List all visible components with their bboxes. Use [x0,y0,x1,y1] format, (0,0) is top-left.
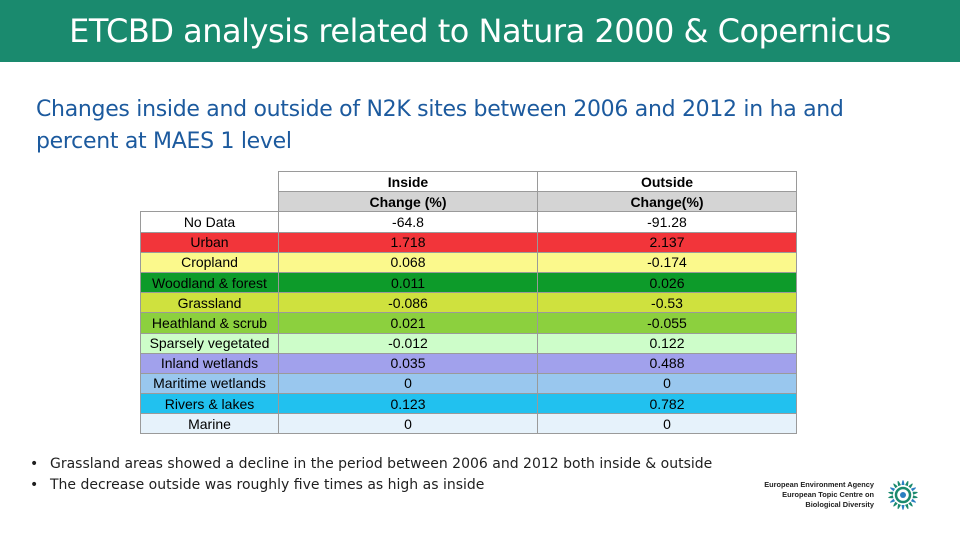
table-row: Woodland & forest 0.011 0.026 [140,271,797,294]
table-row: Cropland 0.068 -0.174 [140,251,797,273]
outside-change-cell: 0 [537,413,797,435]
logo-ray [890,498,896,503]
row-label: No Data [140,211,279,233]
logo-ray [910,487,916,492]
inside-change-cell: 0.068 [278,251,538,273]
logo-ray [912,495,918,499]
bullet-dot: • [30,456,39,472]
corner-cell [141,172,279,192]
outside-change-cell: 0.122 [537,332,797,354]
outside-change-cell: 0 [537,372,797,395]
etc-logo: European Environment Agency European Top… [762,470,932,520]
outside-change-cell: 0.488 [537,352,797,374]
row-label: Sparsely vegetated [140,332,279,354]
logo-ray [912,491,918,495]
logo-ray [908,501,913,507]
inside-change-cell: -0.086 [278,292,538,314]
table-row: Urban 1.718 2.137 [140,231,797,253]
inside-change-cell: 1.718 [278,231,538,253]
inside-change-cell: 0.035 [278,352,538,374]
table-body: No Data -64.8 -91.28 Urban 1.718 2.137 Croplan… [140,211,797,435]
group-header-row: Inside Outside [141,170,797,193]
logo-ray [893,501,898,507]
slide-subtitle: Changes inside and outside of N2K sites … [36,97,844,154]
outside-change-cell: 0.026 [537,271,797,294]
outside-change-cell: -0.055 [537,312,797,334]
logo-line: Biological Diversity [805,500,874,509]
row-label: Cropland [140,251,279,273]
sub-header-row: Change (%) Change(%) [141,191,797,213]
inside-change-cell: 0 [278,413,538,435]
table-row: Heathland & scrub 0.021 -0.055 [140,312,797,334]
bullet-text: Grassland areas showed a decline in the … [50,456,713,472]
table-row: Rivers & lakes 0.123 0.782 [140,393,797,415]
outside-change-cell: -0.53 [537,292,797,314]
logo-line: European Topic Centre on [782,490,874,499]
etc-biodiversity-logo-icon [888,480,918,510]
table-row: Inland wetlands 0.035 0.488 [140,352,797,374]
table-row: Grassland -0.086 -0.53 [140,292,797,314]
bullet-list: • Grassland areas showed a decline in th… [30,454,770,496]
row-label: Heathland & scrub [140,312,279,334]
logo-ray [905,480,909,487]
header-inside: Inside [278,170,538,193]
outside-change-cell: -91.28 [537,211,797,233]
logo-ray [893,483,898,489]
subheader-inside: Change (%) [278,191,538,213]
row-label: Rivers & lakes [140,393,279,415]
row-label: Maritime wetlands [140,372,279,395]
inside-change-cell: 0.011 [278,271,538,294]
bullet-text: The decrease outside was roughly five ti… [50,477,485,493]
logo-ray [901,505,905,510]
changes-table: Inside Outside Change (%) Change(%) No D… [140,170,797,435]
inside-change-cell: 0.021 [278,312,538,334]
row-label: Woodland & forest [140,271,279,294]
logo-ray [890,487,896,492]
logo-ray [897,480,901,487]
bullet-item: • The decrease outside was roughly five … [30,475,770,496]
corner-cell [141,192,279,212]
inside-change-cell: 0 [278,372,538,395]
outside-change-cell: 2.137 [537,231,797,253]
row-label: Marine [140,413,279,435]
outside-change-cell: 0.782 [537,393,797,415]
table-row: Sparsely vegetated -0.012 0.122 [140,332,797,354]
logo-ray [897,503,901,510]
logo-ray [910,498,916,503]
bullet-dot: • [30,477,39,493]
inside-change-cell: 0.123 [278,393,538,415]
subheader-outside: Change(%) [537,191,797,213]
header-bar: ETCBD analysis related to Natura 2000 & … [0,0,960,62]
logo-line: European Environment Agency [764,480,874,489]
table-row: Maritime wetlands 0 0 [140,372,797,395]
logo-text: European Environment Agency European Top… [762,480,874,510]
bullet-item: • Grassland areas showed a decline in th… [30,454,770,475]
logo-ray [905,503,909,510]
logo-ray [888,491,894,495]
header-outside: Outside [537,170,797,193]
inside-change-cell: -64.8 [278,211,538,233]
logo-ray [908,483,913,489]
table-row: Marine 0 0 [140,413,797,435]
logo-ray [901,480,905,485]
slide-title: ETCBD analysis related to Natura 2000 & … [69,12,891,50]
row-label: Inland wetlands [140,352,279,374]
logo-ray [888,495,894,499]
outside-change-cell: -0.174 [537,251,797,273]
row-label: Urban [140,231,279,253]
row-label: Grassland [140,292,279,314]
table-row: No Data -64.8 -91.28 [140,211,797,233]
inside-change-cell: -0.012 [278,332,538,354]
